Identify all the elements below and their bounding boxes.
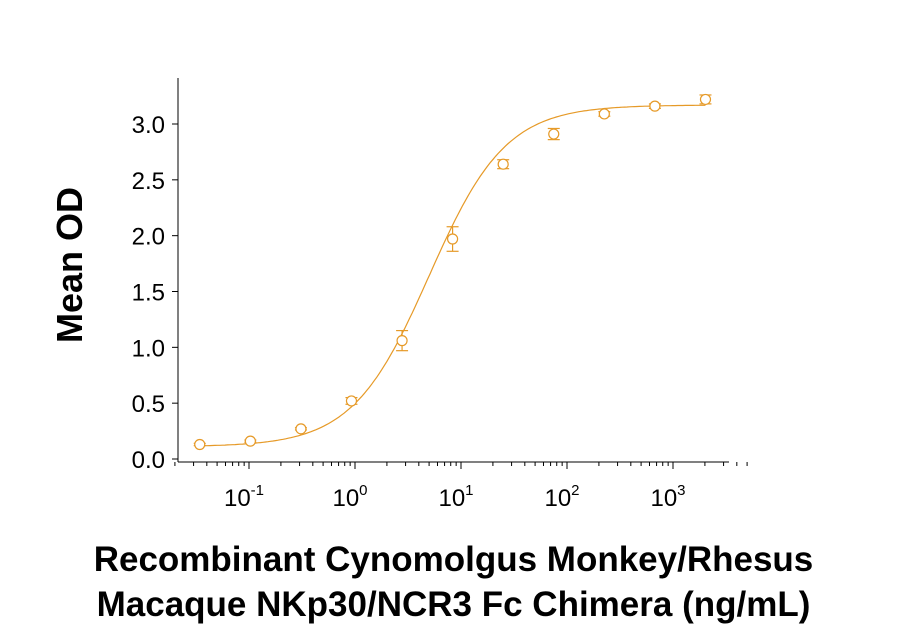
data-marker: [295, 423, 307, 435]
data-marker: [194, 438, 206, 451]
data-marker: [396, 335, 408, 347]
data-point: [699, 93, 712, 106]
y-tick-label: 2.5: [132, 168, 165, 195]
data-point: [547, 127, 560, 141]
x-tick-label: 103: [650, 482, 685, 512]
x-tick-label: 101: [438, 482, 473, 512]
x-tick-label: 100: [332, 482, 367, 512]
data-marker: [649, 100, 661, 112]
data-point: [648, 100, 661, 112]
y-axis-label-container: Mean OD: [10, 70, 130, 460]
data-marker: [598, 108, 610, 120]
data-point: [294, 423, 307, 435]
x-ticks: 10-1 100 101 102 103: [174, 462, 748, 512]
x-axis-label: Recombinant Cynomolgus Monkey/Rhesus Mac…: [0, 537, 907, 627]
y-tick-label: 2.0: [132, 224, 165, 251]
data-marker: [446, 233, 459, 245]
data-points: [193, 93, 712, 451]
data-point: [193, 438, 206, 451]
y-tick-label: 1.0: [132, 335, 165, 362]
data-marker: [345, 395, 358, 407]
data-point: [396, 329, 409, 352]
y-ticks: 0.0 0.5 1.0 1.5 2.0 2.5 3.0: [132, 112, 178, 474]
x-tick-label: 102: [544, 482, 579, 512]
y-axis-label: Mean OD: [49, 186, 90, 344]
y-tick-label: 3.0: [132, 112, 165, 139]
data-point: [446, 226, 459, 252]
data-point: [345, 395, 358, 407]
data-marker: [548, 128, 560, 140]
data-point: [244, 435, 257, 447]
x-axis-label-line-2: Macaque NKp30/NCR3 Fc Chimera (ng/mL): [96, 585, 811, 624]
y-tick-label: 0.0: [132, 447, 165, 474]
data-marker: [244, 435, 256, 447]
x-axis-label-line-1: Recombinant Cynomolgus Monkey/Rhesus: [93, 540, 814, 579]
data-marker: [497, 158, 509, 170]
fit-curve: [199, 104, 706, 447]
plot-area: 0.0 0.5 1.0 1.5 2.0 2.5 3.0 10-1 100 101 102 103: [132, 78, 748, 512]
data-point: [497, 158, 510, 170]
x-tick-label: 10-1: [224, 482, 264, 512]
y-tick-label: 1.5: [132, 280, 165, 307]
y-tick-label: 0.5: [132, 391, 165, 418]
data-point: [598, 108, 611, 120]
data-marker: [699, 93, 712, 106]
